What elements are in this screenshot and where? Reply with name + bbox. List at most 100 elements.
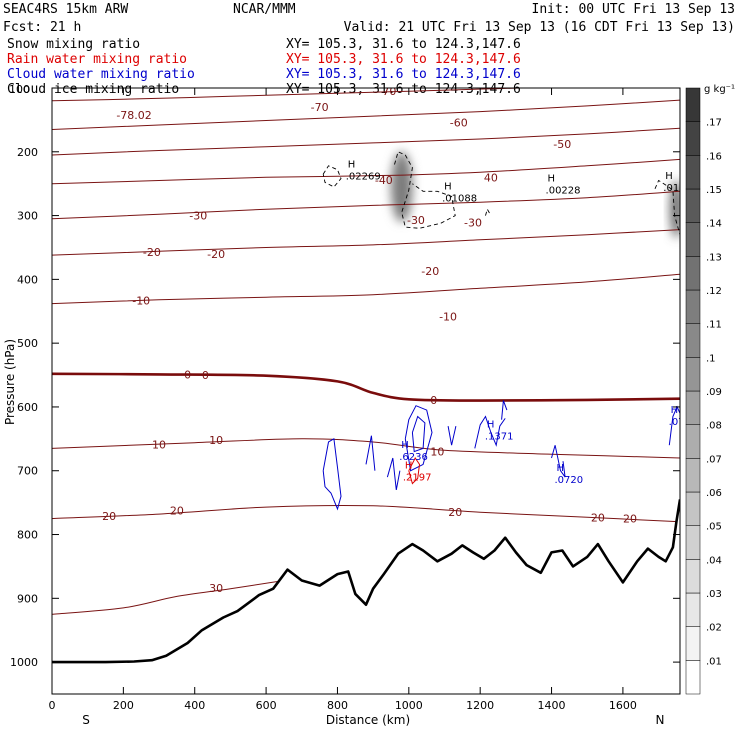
x-tick-label-1600: 1600 (609, 699, 637, 712)
isotherm--60 (52, 99, 680, 130)
isotherm--40 (52, 158, 680, 185)
y-tick-label-1000: 1000 (10, 656, 38, 669)
colorbar-label-9: .1 (706, 353, 716, 364)
high-marker-2: H (548, 173, 556, 184)
plot-area: -78.02 -70 -70 -60 -50 -40 40 -30 -30 -30 -20 -20 -2… (52, 88, 685, 694)
high-marker-5: H (401, 440, 409, 451)
y-tick-label-300: 300 (17, 210, 38, 223)
forecast-hour: Fcst: 21 h (3, 20, 81, 35)
model-title: SEAC4RS 15km ARW (3, 2, 128, 17)
high-value-0: .02269 (346, 171, 381, 182)
isotherm-label-1: -70 (311, 101, 329, 114)
high-value-3: .014 (663, 183, 685, 194)
y-tick-label-700: 700 (17, 465, 38, 478)
field-name-cloud-ice: Cloud ice mixing ratio (7, 82, 179, 97)
isotherm-label-8: -30 (407, 214, 425, 227)
colorbar-swatch-8 (685, 390, 701, 425)
isotherm-label-7: -30 (189, 210, 207, 223)
colorbar-swatch-3 (685, 559, 701, 594)
x-tick-label-1400: 1400 (538, 699, 566, 712)
axes: 0 200 400 600 800 1000 1200 1400 160020030040050… (10, 87, 681, 712)
cloud-water-contour-1 (411, 415, 426, 453)
colorbar-unit: g kg⁻¹ (704, 84, 735, 95)
colorbar-label-16: .17 (706, 118, 722, 129)
colorbar-swatch-0 (685, 660, 701, 695)
cloud-water-contour-0 (404, 405, 433, 472)
colorbar-label-4: .05 (706, 522, 722, 533)
colorbar-label-3: .04 (706, 555, 722, 566)
isotherm-label-4: -50 (553, 138, 571, 151)
y-tick-label-200: 200 (17, 146, 38, 159)
colorbar-swatch-5 (685, 491, 701, 526)
init-time: Init: 00 UTC Fri 13 Sep 13 (532, 2, 736, 17)
x-axis-right-end-label: N (656, 713, 665, 727)
isotherm-label-18: 10 (152, 439, 166, 452)
isotherm-label-12: -20 (421, 265, 439, 278)
snow-contour-2 (654, 179, 680, 235)
plot-content: -78.02 -70 -70 -60 -50 -40 40 -30 -30 -30 -20 -20 -2… (52, 88, 685, 694)
colorbar-label-5: .06 (706, 488, 722, 499)
isotherm-20 (52, 504, 680, 523)
isotherm-label-21: 20 (102, 510, 116, 523)
colorbar-label-11: .12 (706, 286, 722, 297)
isotherm--30 (52, 190, 680, 220)
colorbar-label-1: .02 (706, 623, 722, 634)
isotherm--20 (52, 229, 680, 256)
high-marker-0: H (348, 159, 356, 170)
y-tick-label-900: 900 (17, 592, 38, 605)
high-marker-4: H (487, 420, 495, 431)
snow-contour-1 (394, 151, 456, 229)
isotherm-label-13: -10 (132, 294, 150, 307)
cloud-water-contour-5 (668, 405, 680, 446)
high-marker-7: H (671, 405, 679, 416)
field-name-snow: Snow mixing ratio (7, 37, 140, 52)
field-xy-snow: XY= 105.3, 31.6 to 124.3,147.6 (286, 37, 521, 52)
cloud-water-contour-4 (551, 445, 566, 478)
colorbar-label-10: .11 (706, 320, 722, 331)
isotherm-label-24: 20 (591, 511, 605, 524)
cloud-water-contour-2 (474, 415, 506, 449)
field-name-rain: Rain water mixing ratio (7, 52, 187, 67)
field-xy-cloud-ice: XY= 105.3, 31.6 to 124.3,147.6 (286, 82, 521, 97)
isotherm-label-11: -20 (207, 248, 225, 261)
isotherm-label-15: 0 (184, 368, 191, 381)
colorbar-swatch-11 (685, 289, 701, 324)
x-tick-label-0: 0 (49, 699, 56, 712)
cloud-water-contour-9 (501, 400, 508, 420)
colorbar: .01 .02 .03 .04 .05 .06 .07 .08 .09 .1 .11 .12 .13 .1… (685, 84, 735, 695)
isotherm-label-6: 40 (484, 171, 498, 184)
isotherm--70 (52, 88, 538, 102)
terrain-fill (52, 499, 680, 694)
high-value-5: .6236 (399, 452, 428, 463)
y-tick-label-600: 600 (17, 401, 38, 414)
snow-contour-0 (322, 165, 342, 188)
y-tick-label-400: 400 (17, 273, 38, 286)
x-tick-label-200: 200 (113, 699, 134, 712)
org-label: NCAR/MMM (233, 2, 296, 17)
x-tick-label-600: 600 (256, 699, 277, 712)
colorbar-label-6: .07 (706, 454, 722, 465)
isotherm-label-14: -10 (439, 310, 457, 323)
field-xy-rain: XY= 105.3, 31.6 to 124.3,147.6 (286, 52, 521, 67)
high-value-6: .0720 (554, 475, 583, 486)
colorbar-swatch-2 (685, 592, 701, 627)
isotherm-label-22: 20 (170, 504, 184, 517)
x-axis-title: Distance (km) (326, 713, 410, 727)
colorbar-swatch-6 (685, 458, 701, 493)
colorbar-swatch-13 (685, 222, 701, 257)
colorbar-swatch-7 (685, 424, 701, 459)
x-axis-left-end-label: S (82, 713, 90, 727)
colorbar-swatch-1 (685, 626, 701, 661)
isotherm-30 (52, 580, 284, 615)
high-value-7: .07 (669, 417, 685, 428)
isotherm-label-23: 20 (448, 506, 462, 519)
valid-time: Valid: 21 UTC Fri 13 Sep 13 (16 CDT Fri … (344, 20, 735, 35)
colorbar-swatch-15 (685, 155, 701, 190)
high-marker-1: H (444, 182, 452, 193)
field-xy-cloud-water: XY= 105.3, 31.6 to 124.3,147.6 (286, 67, 521, 82)
high-marker-8: H (405, 460, 413, 471)
plot-frame (51, 87, 681, 695)
x-tick-label-400: 400 (184, 699, 205, 712)
high-value-2: .00228 (546, 185, 581, 196)
